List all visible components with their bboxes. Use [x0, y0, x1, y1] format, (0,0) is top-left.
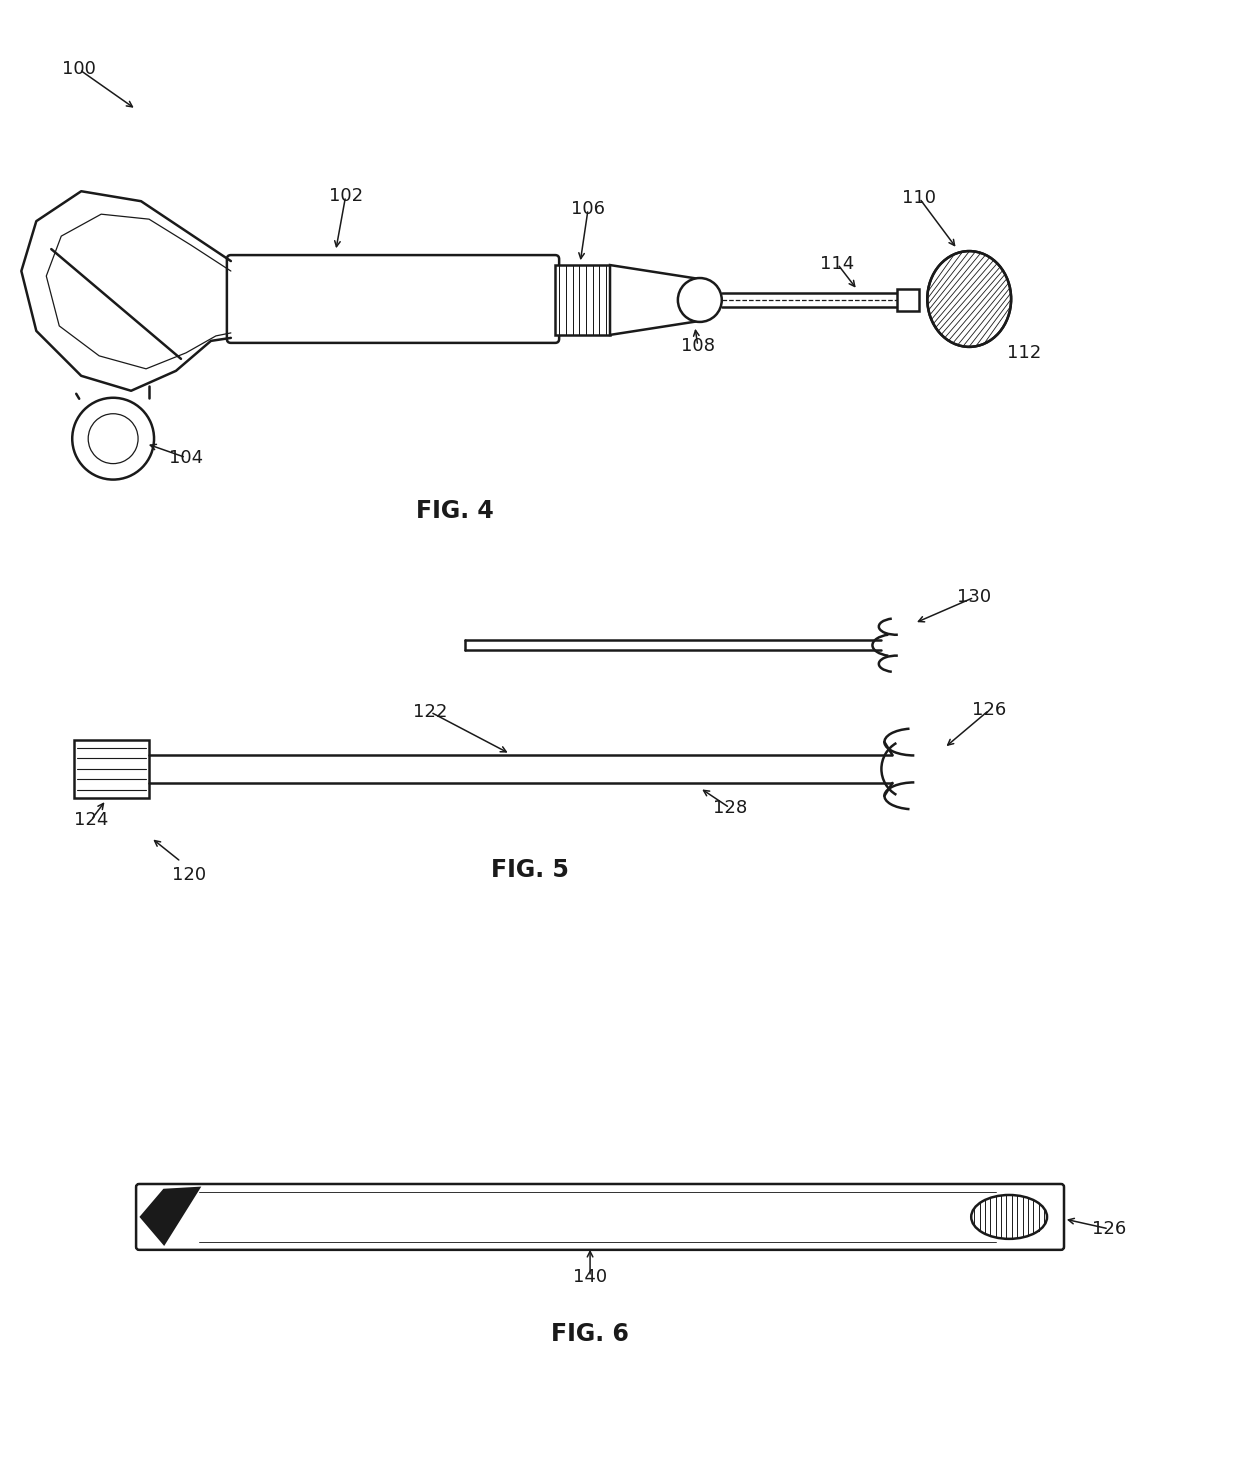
Text: 126: 126: [1091, 1220, 1126, 1238]
Text: 126: 126: [972, 702, 1007, 719]
Text: 124: 124: [74, 811, 108, 828]
Text: 106: 106: [572, 200, 605, 218]
Text: 110: 110: [903, 189, 936, 208]
Ellipse shape: [678, 279, 722, 321]
Text: FIG. 5: FIG. 5: [491, 858, 569, 881]
Bar: [556, 265, 610, 335]
Text: 112: 112: [1007, 343, 1042, 361]
Polygon shape: [610, 265, 699, 335]
FancyBboxPatch shape: [227, 255, 559, 343]
Text: 100: 100: [62, 60, 97, 78]
Polygon shape: [141, 1188, 198, 1244]
Text: 102: 102: [329, 187, 362, 205]
Ellipse shape: [971, 1195, 1047, 1238]
Bar: [74, 740, 149, 797]
Text: FIG. 4: FIG. 4: [417, 498, 495, 522]
Text: 140: 140: [573, 1268, 608, 1285]
Ellipse shape: [928, 251, 1011, 346]
FancyBboxPatch shape: [136, 1184, 1064, 1250]
Text: 128: 128: [713, 799, 746, 817]
Bar: [898, 289, 919, 311]
Text: 120: 120: [172, 865, 206, 884]
Text: 108: 108: [681, 338, 714, 355]
Text: 122: 122: [413, 703, 448, 721]
Text: 114: 114: [821, 255, 854, 273]
Text: 130: 130: [957, 588, 991, 606]
Text: FIG. 6: FIG. 6: [551, 1322, 629, 1346]
Text: 104: 104: [169, 448, 203, 467]
